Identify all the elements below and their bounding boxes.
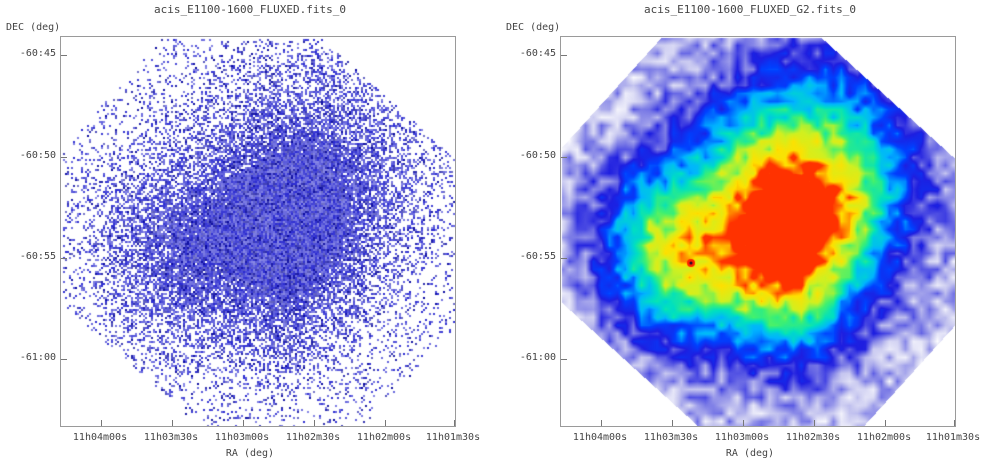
left-panel-title: acis_E1100-1600_FLUXED.fits_0 (153, 3, 347, 16)
right-xtick-label: 11h01m30s (925, 432, 981, 443)
tick-mark (61, 258, 67, 259)
right-smoothed-image[interactable] (561, 37, 955, 426)
right-image-frame[interactable] (560, 36, 956, 427)
right-ytick-label: -60:50 (519, 150, 556, 161)
tick-mark (672, 420, 673, 426)
tick-mark (561, 359, 567, 360)
right-ytick-label: -61:00 (519, 352, 556, 363)
tick-mark (885, 420, 886, 426)
tick-mark (61, 157, 67, 158)
left-y-axis-label: DEC (deg) (6, 22, 61, 33)
tick-mark (814, 420, 815, 426)
left-xtick-label: 11h02m30s (285, 432, 341, 443)
tick-mark (561, 157, 567, 158)
tick-mark (561, 55, 567, 56)
tick-mark (743, 420, 744, 426)
tick-mark (61, 55, 67, 56)
right-ytick-label: -60:45 (519, 48, 556, 59)
right-xtick-label: 11h03m30s (643, 432, 699, 443)
right-xtick-label: 11h03m00s (714, 432, 770, 443)
right-ytick-label: -60:55 (519, 251, 556, 262)
tick-mark (61, 359, 67, 360)
tick-mark (314, 420, 315, 426)
tick-mark (101, 420, 102, 426)
right-xtick-label: 11h02m00s (856, 432, 912, 443)
left-ytick-label: -60:45 (19, 48, 56, 59)
tick-mark (454, 420, 455, 426)
left-xtick-label: 11h03m30s (143, 432, 199, 443)
left-ytick-label: -60:55 (19, 251, 56, 262)
left-image-panel: acis_E1100-1600_FLUXED.fits_0 DEC (deg) … (6, 3, 481, 459)
tick-mark (385, 420, 386, 426)
left-xtick-label: 11h02m00s (356, 432, 412, 443)
left-xtick-label: 11h03m00s (214, 432, 270, 443)
right-x-axis-label: RA (deg) (725, 448, 775, 459)
tick-mark (243, 420, 244, 426)
right-y-axis-label: DEC (deg) (506, 22, 561, 33)
left-xtick-label: 11h04m00s (72, 432, 128, 443)
right-image-panel: acis_E1100-1600_FLUXED_G2.fits_0 DEC (de… (500, 0, 1000, 468)
right-panel-title: acis_E1100-1600_FLUXED_G2.fits_0 (644, 3, 856, 16)
right-xtick-label: 11h02m30s (785, 432, 841, 443)
left-xtick-label: 11h01m30s (425, 432, 481, 443)
tick-mark (172, 420, 173, 426)
left-image-frame[interactable] (60, 36, 456, 427)
left-ytick-label: -60:50 (19, 150, 56, 161)
left-raw-counts-image[interactable] (61, 37, 455, 426)
left-x-axis-label: RA (deg) (225, 448, 275, 459)
tick-mark (561, 258, 567, 259)
tick-mark (954, 420, 955, 426)
left-ytick-label: -61:00 (19, 352, 56, 363)
right-xtick-label: 11h04m00s (572, 432, 628, 443)
tick-mark (601, 420, 602, 426)
